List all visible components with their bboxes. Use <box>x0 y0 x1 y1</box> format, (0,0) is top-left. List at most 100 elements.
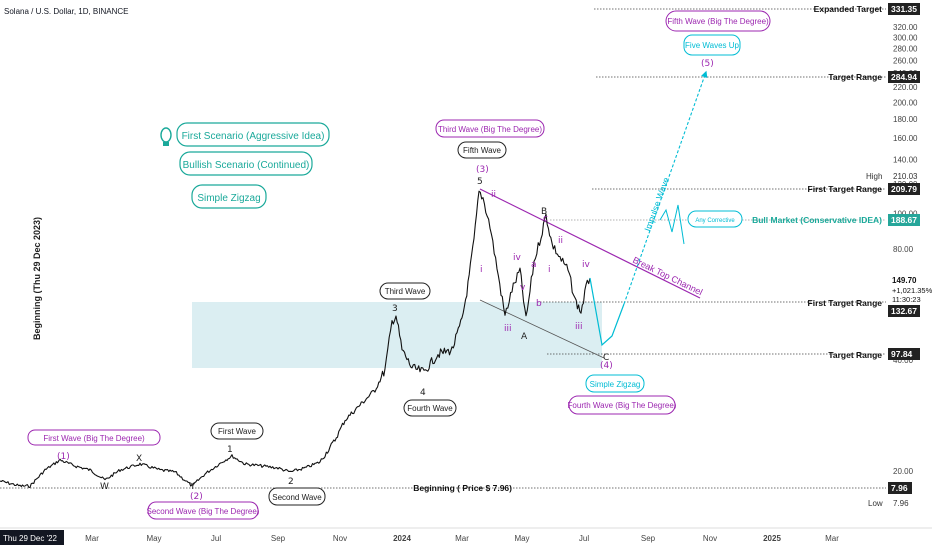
wave-label: ii <box>558 236 563 246</box>
price-candles <box>0 190 591 488</box>
price-tick-label: 80.00 <box>893 245 914 254</box>
price-axis[interactable] <box>888 0 932 528</box>
level-label-first-target-1: First Target Range <box>808 184 883 194</box>
svg-text:Fifth Wave (Big The Degree): Fifth Wave (Big The Degree) <box>667 17 769 26</box>
wave-label: 1 <box>227 445 233 455</box>
any-corrective-note: Any Corrective <box>687 210 743 228</box>
level-label-conservative: Bull Market (Conservative IDEA) <box>752 215 882 225</box>
projection-path-alt <box>659 204 685 245</box>
current-price-badge: 149.70 +1,021.35% 11:30:23 <box>888 272 932 304</box>
second-wave-big-note: Second Wave (Big The Degree) <box>147 501 260 520</box>
third-wave-big-note: Third Wave (Big The Degree) <box>435 119 545 138</box>
wave-label: iii <box>575 322 583 332</box>
wave-label: iv <box>582 260 591 270</box>
wave-label: X <box>136 454 142 464</box>
symbol-title: Solana / U.S. Dollar, 1D, BINANCE <box>4 7 129 16</box>
svg-text:High: High <box>866 172 882 181</box>
price-tick-label: 40.00 <box>893 356 914 365</box>
wave-label: Y <box>189 482 196 492</box>
level-label-target-2: Target Range <box>828 350 882 360</box>
time-axis-first-date-badge <box>0 530 64 545</box>
svg-text:7.96: 7.96 <box>893 499 909 508</box>
level-label-target-1: Target Range <box>828 72 882 82</box>
time-tick-label: Sep <box>271 534 286 543</box>
wave-label: B <box>541 207 547 217</box>
price-tick-label: 200.00 <box>893 98 918 107</box>
time-tick-label: Nov <box>333 534 347 543</box>
demand-zone <box>192 302 602 368</box>
svg-text:First Wave (Big The Degree): First Wave (Big The Degree) <box>43 434 145 443</box>
svg-text:Simple Zigzag: Simple Zigzag <box>197 193 260 204</box>
time-tick-label: Sep <box>641 534 656 543</box>
wave-label: (4) <box>600 361 613 371</box>
wave-label: (3) <box>476 165 489 175</box>
price-tick-label: 100.00 <box>893 209 918 218</box>
price-tick-label: 300.00 <box>893 33 918 42</box>
svg-text:210.03: 210.03 <box>893 172 918 181</box>
annotations: First Wave (Big The Degree) Second Wave … <box>27 10 771 520</box>
svg-text:Five Waves Up: Five Waves Up <box>685 41 739 50</box>
time-tick-label: 2024 <box>393 534 411 543</box>
price-tick-label: 140.00 <box>893 155 918 164</box>
price-tick-label: 160.00 <box>893 134 918 143</box>
svg-text:First Wave: First Wave <box>218 427 256 436</box>
wave-label: 4 <box>420 388 426 398</box>
svg-text:284.94: 284.94 <box>891 72 917 82</box>
wave-label: 2 <box>288 477 294 487</box>
wave-label: 3 <box>392 304 398 314</box>
second-wave-note: Second Wave <box>268 487 326 506</box>
svg-text:Fourth Wave: Fourth Wave <box>407 404 453 413</box>
svg-text:132.67: 132.67 <box>891 306 917 316</box>
wave-label: a <box>531 260 537 270</box>
side-label: Beginning (Thu 29 Dec 2023) <box>32 217 42 340</box>
fourth-wave-note: Fourth Wave <box>403 399 457 417</box>
high-marker: High 210.03 <box>866 172 918 181</box>
price-tick-label: 260.00 <box>893 56 918 65</box>
wave-label: iv <box>513 253 522 263</box>
svg-text:11:30:23: 11:30:23 <box>892 295 921 304</box>
time-tick-label: Jul <box>211 534 221 543</box>
svg-text:Third Wave: Third Wave <box>385 287 426 296</box>
svg-text:Low: Low <box>868 499 883 508</box>
lightbulb-icon <box>160 127 172 146</box>
svg-text:Bullish Scenario (Continued): Bullish Scenario (Continued) <box>183 160 310 171</box>
svg-text:209.79: 209.79 <box>891 184 917 194</box>
price-tick-label: 180.00 <box>893 115 918 124</box>
level-label-beginning: Beginning ( Price $ 7.96) <box>413 483 512 493</box>
time-tick-label: Nov <box>703 534 717 543</box>
channel-bottom-line <box>479 299 605 359</box>
wave-label: ii <box>491 190 496 200</box>
price-tick-label: 320.00 <box>893 23 918 32</box>
svg-text:7.96: 7.96 <box>891 483 908 493</box>
five-waves-up-note: Five Waves Up <box>683 34 741 56</box>
scenario-box-3: Simple Zigzag <box>191 184 267 209</box>
scenario-boxes: First Scenario (Aggressive Idea) Bullish… <box>160 122 330 209</box>
level-label-first-target-2: First Target Range <box>808 298 883 308</box>
wave-label: 5 <box>477 177 483 187</box>
price-badges: 331.35 284.94 209.79 188.67 132.67 97.84… <box>888 3 920 494</box>
time-tick-label: May <box>514 534 529 543</box>
svg-text:Simple Zigzag: Simple Zigzag <box>590 380 641 389</box>
svg-text:First Scenario (Aggressive Ide: First Scenario (Aggressive Idea) <box>182 131 325 142</box>
wave-label: iii <box>504 324 512 334</box>
price-tick-label: 220.00 <box>893 83 918 92</box>
price-tick-label: 20.00 <box>893 467 914 476</box>
time-tick-label: Mar <box>825 534 839 543</box>
scenario-box-2: Bullish Scenario (Continued) <box>179 151 313 176</box>
time-axis[interactable] <box>0 528 932 550</box>
time-tick-label: Mar <box>85 534 99 543</box>
svg-text:Fourth Wave (Big The Degree): Fourth Wave (Big The Degree) <box>568 401 677 410</box>
svg-text:97.84: 97.84 <box>891 349 913 359</box>
wave-label: C <box>603 353 609 363</box>
first-wave-note: First Wave <box>210 422 264 440</box>
wave-label: (2) <box>190 492 203 502</box>
low-marker: Low 7.96 <box>868 499 909 508</box>
svg-text:188.67: 188.67 <box>891 215 917 225</box>
wave-label: W <box>100 482 109 492</box>
svg-text:149.70: 149.70 <box>892 276 917 285</box>
wave-label: (1) <box>57 452 70 462</box>
time-axis-first-date: Thu 29 Dec '22 <box>3 534 58 543</box>
svg-text:+1,021.35%: +1,021.35% <box>892 286 932 295</box>
svg-text:Third Wave (Big The Degree): Third Wave (Big The Degree) <box>438 125 542 134</box>
